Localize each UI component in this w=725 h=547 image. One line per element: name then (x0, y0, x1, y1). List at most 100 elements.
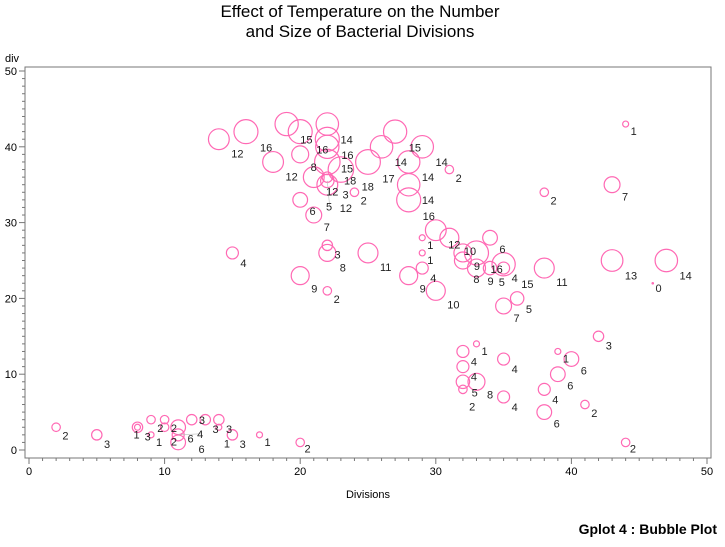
bubble (287, 119, 313, 145)
bubble-label: 2 (334, 294, 340, 306)
bubble (274, 111, 299, 137)
bubble (497, 352, 511, 366)
bubble-label: 6 (567, 381, 573, 393)
bubble-label: 1 (563, 353, 569, 365)
bubble (439, 227, 460, 248)
bubble-label: 6 (188, 434, 194, 446)
bubble (580, 399, 590, 410)
bubble (133, 423, 142, 431)
bubble (467, 372, 486, 391)
bubble (215, 423, 223, 431)
bubble-label: 4 (430, 273, 436, 285)
bubble-label: 12 (448, 240, 460, 252)
bubble (620, 437, 631, 448)
x-tick-label: 10 (158, 466, 170, 478)
bubble-label: 1 (481, 346, 487, 358)
x-tick-label: 20 (294, 466, 306, 478)
bubble-label: 11 (380, 262, 391, 274)
bubble-label: 2 (171, 437, 177, 449)
bubble (399, 266, 419, 286)
bubble (600, 249, 624, 272)
y-tick-label: 0 (11, 445, 17, 457)
y-tick-label: 10 (5, 369, 17, 381)
x-tick-label: 0 (26, 466, 32, 478)
bubble (262, 150, 285, 173)
bubble (509, 291, 525, 306)
bubble (314, 126, 340, 152)
bubble-label: 4 (552, 394, 558, 406)
bubble-label: 16 (490, 264, 502, 276)
bubble-label: 7 (622, 192, 628, 204)
bubble-label: 16 (423, 211, 435, 223)
bubble (537, 382, 551, 396)
bubble (322, 285, 333, 296)
bubble-label: 10 (464, 246, 476, 258)
bubble (592, 330, 605, 343)
bubble (320, 173, 335, 189)
bubble-label: 8 (487, 389, 493, 401)
bubble-label: 16 (316, 145, 328, 157)
bubble (225, 246, 239, 260)
bubble-label: 17 (382, 173, 394, 185)
bubble (369, 134, 394, 159)
bubble (396, 172, 421, 197)
bubble-label: 4 (512, 273, 518, 285)
bubble-label: 1 (133, 429, 139, 441)
bubble-label: 6 (199, 444, 205, 456)
bubble (458, 384, 468, 395)
bubble (554, 347, 562, 356)
bubble-label: 12 (285, 171, 297, 183)
bubble-label: 2 (456, 173, 462, 185)
bubble-label: 1 (427, 240, 433, 252)
bubble-label: 7 (324, 222, 330, 234)
bubble (159, 422, 170, 433)
bubble (410, 134, 435, 159)
bubble-label: 7 (514, 313, 520, 325)
bubble-label: 3 (212, 424, 218, 436)
bubble-label: 2 (361, 196, 367, 208)
bubble (255, 431, 264, 439)
x-axis-label: Divisions (346, 489, 391, 501)
bubble-label: 2 (157, 423, 163, 435)
bubble (318, 243, 337, 263)
bubble (654, 248, 679, 273)
bubble-label: 5 (472, 387, 478, 399)
label-leader-line (178, 433, 201, 436)
bubble (159, 414, 170, 425)
bubble (292, 191, 309, 208)
bubble-label: 6 (310, 206, 316, 218)
bubble (536, 404, 553, 421)
bubble-label: 16 (260, 143, 272, 155)
bubble (418, 234, 426, 242)
bubble (355, 148, 381, 175)
bubble-label: 1 (224, 438, 230, 450)
x-tick-label: 50 (701, 466, 713, 478)
bubble-label: 16 (341, 150, 353, 162)
bubble (425, 280, 446, 301)
bubble (463, 240, 490, 266)
label-leader-line (327, 180, 330, 207)
bubble (321, 239, 334, 252)
bubble (146, 414, 156, 425)
bubble-label: 18 (362, 181, 374, 193)
bubble-label: 3 (199, 415, 205, 427)
bubble-label: 14 (422, 195, 434, 207)
bubble-label: 9 (474, 261, 480, 273)
bubble-label: 4 (512, 402, 518, 414)
bubble-label: 1 (156, 437, 162, 449)
bubble-label: 1 (427, 255, 433, 267)
bubble-label: 9 (487, 276, 493, 288)
bubble-label: 8 (311, 162, 317, 174)
bubble (497, 390, 511, 404)
y-tick-label: 30 (5, 218, 17, 230)
bubble (226, 429, 239, 441)
bubble-label: 12 (340, 203, 352, 215)
bubble-label: 12 (326, 187, 338, 199)
bubble-label: 4 (471, 356, 477, 368)
bubble-label: 2 (304, 444, 310, 456)
bubble-label: 2 (171, 423, 177, 435)
bubble (199, 413, 212, 426)
bubble-label: 3 (104, 439, 110, 451)
bubble-label: 12 (231, 149, 243, 161)
bubble-label: 3 (343, 189, 349, 201)
